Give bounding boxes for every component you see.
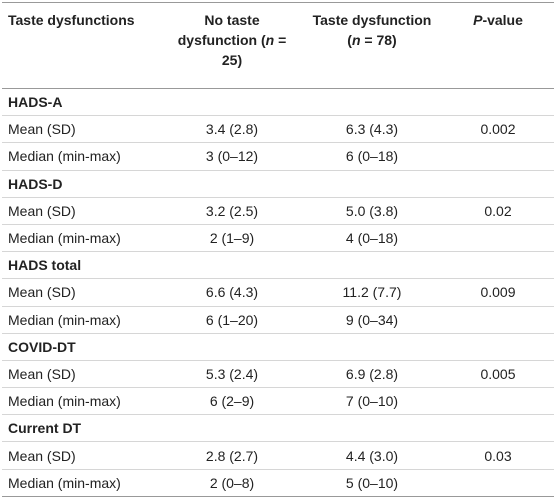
cell: Median (min-max) bbox=[2, 387, 162, 416]
table-body: HADS-A Mean (SD) 3.4 (2.8) 6.3 (4.3) 0.002 Me… bbox=[2, 88, 554, 497]
header-text: n bbox=[351, 32, 361, 48]
cell: 3 (0–12) bbox=[162, 142, 302, 171]
cell bbox=[442, 224, 554, 253]
header-cell: No taste dysfunction (n = 25) bbox=[162, 2, 302, 89]
table-header: Taste dysfunctions No taste dysfunction (… bbox=[2, 2, 554, 89]
cell: 2 (1–9) bbox=[162, 224, 302, 253]
header-cell: P-value bbox=[442, 2, 554, 89]
group-title: HADS-A bbox=[2, 88, 554, 117]
cell bbox=[442, 142, 554, 171]
cell: 6 (1–20) bbox=[162, 306, 302, 334]
data-row: Mean (SD) 6.6 (4.3) 11.2 (7.7) 0.009 bbox=[2, 278, 554, 307]
cell: Mean (SD) bbox=[2, 197, 162, 225]
cell: Median (min-max) bbox=[2, 469, 162, 497]
cell: 0.03 bbox=[442, 441, 554, 470]
group-title: Current DT bbox=[2, 414, 554, 443]
cell: 0.005 bbox=[442, 360, 554, 389]
group-title: HADS-D bbox=[2, 170, 554, 198]
cell: Mean (SD) bbox=[2, 115, 162, 144]
cell: Median (min-max) bbox=[2, 142, 162, 171]
cell: 6 (0–18) bbox=[302, 142, 442, 171]
cell: Mean (SD) bbox=[2, 278, 162, 307]
cell bbox=[442, 306, 554, 334]
data-row: Mean (SD) 3.4 (2.8) 6.3 (4.3) 0.002 bbox=[2, 115, 554, 144]
header-text: Taste dysfunctions bbox=[8, 12, 135, 28]
cell bbox=[442, 469, 554, 497]
data-row: Mean (SD) 2.8 (2.7) 4.4 (3.0) 0.03 bbox=[2, 441, 554, 470]
cell: Median (min-max) bbox=[2, 224, 162, 253]
group-row: HADS-A bbox=[2, 88, 554, 117]
data-row: Median (min-max) 6 (2–9) 7 (0–10) bbox=[2, 387, 554, 416]
cell: 4.4 (3.0) bbox=[302, 441, 442, 470]
header-text: No taste dysfunction ( bbox=[177, 12, 266, 48]
cell: 0.009 bbox=[442, 278, 554, 307]
cell: 7 (0–10) bbox=[302, 387, 442, 416]
cell: 2 (0–8) bbox=[162, 469, 302, 497]
group-row: COVID-DT bbox=[2, 333, 554, 361]
cell bbox=[442, 387, 554, 416]
cell: 3.4 (2.8) bbox=[162, 115, 302, 144]
header-text: n bbox=[265, 32, 275, 48]
cell: 11.2 (7.7) bbox=[302, 278, 442, 307]
cell: Mean (SD) bbox=[2, 441, 162, 470]
cell: 6.9 (2.8) bbox=[302, 360, 442, 389]
group-row: Current DT bbox=[2, 414, 554, 443]
cell: 0.02 bbox=[442, 197, 554, 225]
header-text: -value bbox=[482, 12, 523, 28]
header-text: P bbox=[473, 12, 483, 28]
group-row: HADS-D bbox=[2, 170, 554, 198]
cell: 2.8 (2.7) bbox=[162, 441, 302, 470]
cell: 5.3 (2.4) bbox=[162, 360, 302, 389]
data-row: Mean (SD) 3.2 (2.5) 5.0 (3.8) 0.02 bbox=[2, 197, 554, 225]
header-text: = 25) bbox=[221, 32, 287, 68]
cell: 3.2 (2.5) bbox=[162, 197, 302, 225]
data-row: Median (min-max) 3 (0–12) 6 (0–18) bbox=[2, 142, 554, 171]
cell: 9 (0–34) bbox=[302, 306, 442, 334]
data-row: Median (min-max) 6 (1–20) 9 (0–34) bbox=[2, 306, 554, 334]
group-row: HADS total bbox=[2, 251, 554, 280]
results-table: Taste dysfunctions No taste dysfunction (… bbox=[2, 2, 554, 497]
group-title: COVID-DT bbox=[2, 333, 554, 361]
group-title: HADS total bbox=[2, 251, 554, 280]
cell: 5.0 (3.8) bbox=[302, 197, 442, 225]
header-text: = 78) bbox=[360, 32, 397, 48]
cell: 6.6 (4.3) bbox=[162, 278, 302, 307]
cell: 5 (0–10) bbox=[302, 469, 442, 497]
data-row: Median (min-max) 2 (0–8) 5 (0–10) bbox=[2, 469, 554, 497]
data-row: Median (min-max) 2 (1–9) 4 (0–18) bbox=[2, 224, 554, 253]
data-row: Mean (SD) 5.3 (2.4) 6.9 (2.8) 0.005 bbox=[2, 360, 554, 389]
cell: 0.002 bbox=[442, 115, 554, 144]
cell: 6 (2–9) bbox=[162, 387, 302, 416]
header-cell: Taste dysfunctions bbox=[2, 2, 162, 89]
cell: 4 (0–18) bbox=[302, 224, 442, 253]
header-cell: Taste dysfunction (n = 78) bbox=[302, 2, 442, 89]
cell: Median (min-max) bbox=[2, 306, 162, 334]
header-text: Taste dysfunction ( bbox=[312, 12, 432, 48]
header-row: Taste dysfunctions No taste dysfunction (… bbox=[2, 2, 554, 89]
cell: 6.3 (4.3) bbox=[302, 115, 442, 144]
cell: Mean (SD) bbox=[2, 360, 162, 389]
